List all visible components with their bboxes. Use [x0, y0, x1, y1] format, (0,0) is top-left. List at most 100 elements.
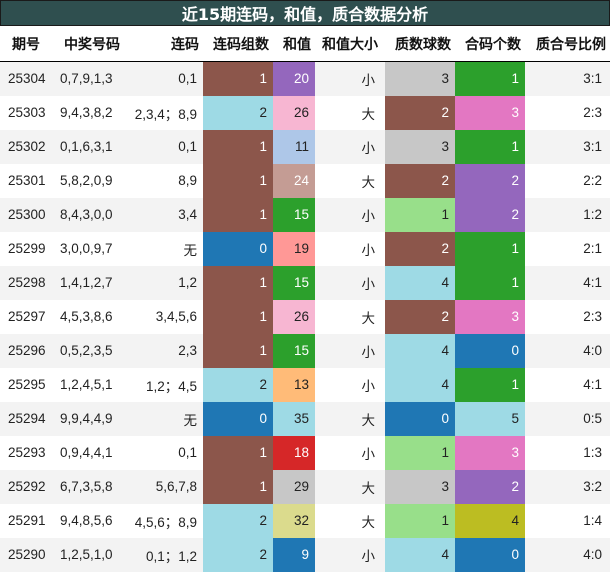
prime-composite-ratio-cell: 1:3: [525, 435, 610, 470]
consecutive-groups-cell: 1: [203, 469, 273, 504]
consecutive-groups-cell: 1: [203, 197, 273, 232]
sum-size-cell: 小: [315, 367, 385, 402]
prime-composite-ratio-cell: 2:2: [525, 163, 610, 198]
draw-numbers-cell: 0,7,9,1,3: [52, 61, 124, 96]
consecutive-cell: 0,1: [124, 435, 203, 470]
issue-cell: 25293: [0, 435, 52, 470]
issue-cell: 25301: [0, 163, 52, 198]
table-row: 25295 1,2,4,5,1 1,2；4,5 2 13 小 4 1 4:1: [0, 367, 610, 402]
consecutive-groups-cell: 1: [203, 333, 273, 368]
table-row: 25301 5,8,2,0,9 8,9 1 24 大 2 2 2:2: [0, 163, 610, 198]
consecutive-groups-cell: 1: [203, 61, 273, 96]
sum-size-cell: 小: [315, 231, 385, 266]
draw-numbers-cell: 1,2,5,1,0: [52, 537, 124, 572]
table-row: 25292 6,7,3,5,8 5,6,7,8 1 29 大 3 2 3:2: [0, 469, 610, 504]
table-row: 25290 1,2,5,1,0 0,1；1,2 2 9 小 4 0 4:0: [0, 537, 610, 572]
consecutive-cell: 2,3: [124, 333, 203, 368]
table-row: 25291 9,4,8,5,6 4,5,6；8,9 2 32 大 1 4 1:4: [0, 503, 610, 538]
composite-count-cell: 2: [455, 469, 525, 504]
prime-composite-ratio-cell: 1:4: [525, 503, 610, 538]
prime-count-cell: 3: [385, 469, 455, 504]
prime-composite-ratio-cell: 2:1: [525, 231, 610, 266]
consecutive-cell: 4,5,6；8,9: [124, 503, 203, 538]
prime-composite-ratio-cell: 2:3: [525, 95, 610, 130]
sum-size-cell: 大: [315, 299, 385, 334]
sum-cell: 11: [273, 129, 315, 164]
sum-cell: 15: [273, 197, 315, 232]
sum-size-cell: 大: [315, 95, 385, 130]
composite-count-cell: 3: [455, 435, 525, 470]
prime-count-cell: 4: [385, 333, 455, 368]
consecutive-cell: 1,2: [124, 265, 203, 300]
issue-cell: 25300: [0, 197, 52, 232]
header-sum: 和值: [273, 26, 315, 62]
draw-numbers-cell: 9,9,4,4,9: [52, 401, 124, 436]
consecutive-groups-cell: 1: [203, 299, 273, 334]
sum-cell: 18: [273, 435, 315, 470]
consecutive-groups-cell: 1: [203, 435, 273, 470]
consecutive-cell: 1,2；4,5: [124, 367, 203, 402]
consecutive-cell: 2,3,4；8,9: [124, 95, 203, 130]
sum-size-cell: 小: [315, 129, 385, 164]
prime-count-cell: 1: [385, 503, 455, 538]
prime-composite-ratio-cell: 2:3: [525, 299, 610, 334]
prime-count-cell: 0: [385, 401, 455, 436]
sum-size-cell: 小: [315, 537, 385, 572]
consecutive-cell: 3,4,5,6: [124, 299, 203, 334]
consecutive-cell: 0,1: [124, 61, 203, 96]
consecutive-groups-cell: 0: [203, 231, 273, 266]
composite-count-cell: 4: [455, 503, 525, 538]
draw-numbers-cell: 9,4,3,8,2: [52, 95, 124, 130]
prime-composite-ratio-cell: 3:2: [525, 469, 610, 504]
sum-cell: 19: [273, 231, 315, 266]
consecutive-cell: 8,9: [124, 163, 203, 198]
sum-cell: 9: [273, 537, 315, 572]
prime-count-cell: 4: [385, 265, 455, 300]
consecutive-groups-cell: 1: [203, 163, 273, 198]
sum-cell: 13: [273, 367, 315, 402]
table-row: 25293 0,9,4,4,1 0,1 1 18 小 1 3 1:3: [0, 435, 610, 470]
issue-cell: 25299: [0, 231, 52, 266]
sum-cell: 26: [273, 299, 315, 334]
header-issue: 期号: [0, 26, 52, 62]
composite-count-cell: 2: [455, 197, 525, 232]
prime-composite-ratio-cell: 3:1: [525, 129, 610, 164]
lottery-analysis-table: 期号 中奖号码 连码 连码组数 和值 和值大小 质数球数 合码个数 质合号比例 …: [0, 26, 610, 572]
header-consecutive: 连码: [124, 26, 203, 62]
draw-numbers-cell: 0,9,4,4,1: [52, 435, 124, 470]
header-prime-count: 质数球数: [385, 26, 455, 62]
prime-count-cell: 1: [385, 197, 455, 232]
table-row: 25300 8,4,3,0,0 3,4 1 15 小 1 2 1:2: [0, 197, 610, 232]
composite-count-cell: 0: [455, 537, 525, 572]
draw-numbers-cell: 9,4,8,5,6: [52, 503, 124, 538]
issue-cell: 25304: [0, 61, 52, 96]
draw-numbers-cell: 1,4,1,2,7: [52, 265, 124, 300]
sum-size-cell: 大: [315, 163, 385, 198]
draw-numbers-cell: 5,8,2,0,9: [52, 163, 124, 198]
header-consecutive-groups: 连码组数: [203, 26, 273, 62]
sum-cell: 32: [273, 503, 315, 538]
composite-count-cell: 3: [455, 299, 525, 334]
composite-count-cell: 1: [455, 61, 525, 96]
header-composite-count: 合码个数: [455, 26, 525, 62]
composite-count-cell: 2: [455, 163, 525, 198]
table-row: 25294 9,9,4,4,9 无 0 35 大 0 5 0:5: [0, 401, 610, 436]
composite-count-cell: 1: [455, 231, 525, 266]
issue-cell: 25290: [0, 537, 52, 572]
composite-count-cell: 3: [455, 95, 525, 130]
composite-count-cell: 1: [455, 265, 525, 300]
sum-cell: 15: [273, 265, 315, 300]
consecutive-groups-cell: 2: [203, 95, 273, 130]
table-title: 近15期连码，和值，质合数据分析: [0, 0, 610, 26]
prime-composite-ratio-cell: 1:2: [525, 197, 610, 232]
prime-count-cell: 3: [385, 129, 455, 164]
draw-numbers-cell: 0,5,2,3,5: [52, 333, 124, 368]
consecutive-groups-cell: 2: [203, 367, 273, 402]
header-draw-numbers: 中奖号码: [52, 26, 124, 62]
sum-size-cell: 大: [315, 401, 385, 436]
prime-count-cell: 2: [385, 231, 455, 266]
issue-cell: 25298: [0, 265, 52, 300]
prime-count-cell: 2: [385, 95, 455, 130]
table-row: 25297 4,5,3,8,6 3,4,5,6 1 26 大 2 3 2:3: [0, 299, 610, 334]
prime-count-cell: 2: [385, 163, 455, 198]
